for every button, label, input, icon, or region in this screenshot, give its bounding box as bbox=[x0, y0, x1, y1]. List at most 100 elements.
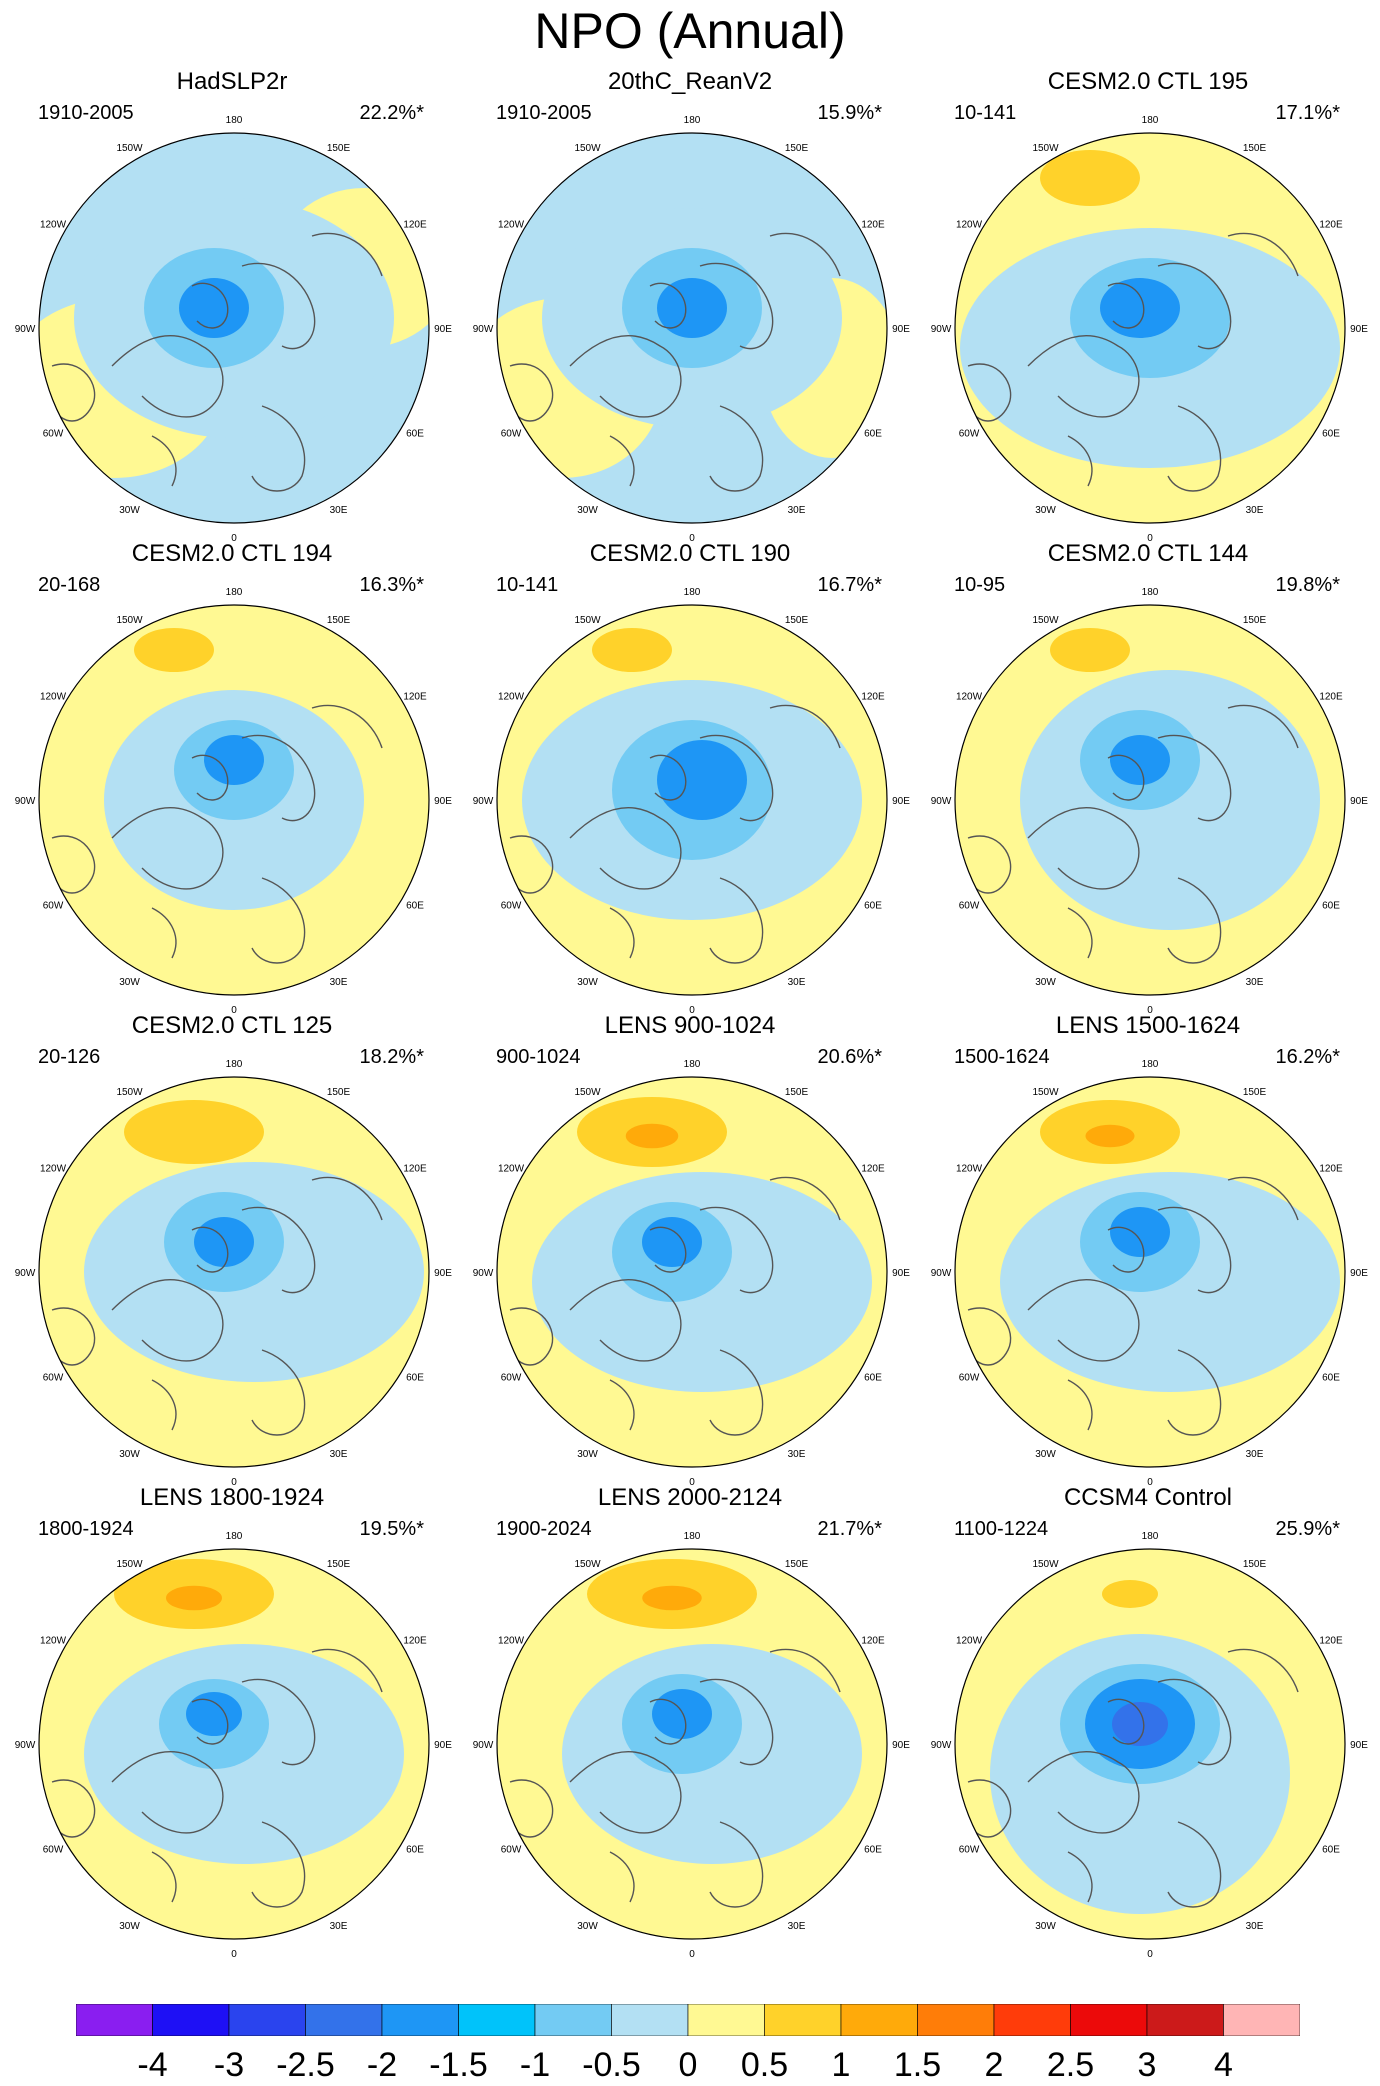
longitude-label: 150E bbox=[785, 143, 809, 154]
negative-anomaly-contour bbox=[1112, 1702, 1168, 1746]
coastline bbox=[191, 1226, 229, 1273]
colorbar-swatch bbox=[840, 2004, 918, 2036]
polar-map: 180 150E 120E 90E 60E 30E 0 30W 60W 90W 120W 150W bbox=[473, 115, 911, 544]
longitude-label: 120W bbox=[956, 220, 983, 231]
panel-period: 20-126 bbox=[38, 1046, 101, 1068]
colorbar-swatch bbox=[381, 2004, 459, 2036]
longitude-label: 90E bbox=[892, 324, 910, 335]
coastline bbox=[1157, 1206, 1232, 1294]
coastline bbox=[649, 1226, 687, 1273]
coastline bbox=[509, 835, 554, 894]
coastline bbox=[649, 282, 687, 329]
north-pacific-high-core bbox=[1085, 1124, 1135, 1148]
longitude-label: 0 bbox=[689, 1949, 695, 1960]
coastline bbox=[241, 262, 316, 350]
longitude-label: 30W bbox=[1035, 1449, 1056, 1460]
longitude-label: 30W bbox=[577, 1449, 598, 1460]
longitude-label: 180 bbox=[684, 1059, 701, 1070]
coastline bbox=[311, 704, 383, 749]
longitude-label: 30E bbox=[1246, 977, 1264, 988]
coastline bbox=[111, 334, 224, 418]
coastline bbox=[311, 232, 383, 277]
colorbar-tick-label: -4 bbox=[137, 2046, 168, 2084]
longitude-label: 120E bbox=[403, 1636, 427, 1647]
coastline bbox=[569, 1278, 682, 1362]
coastline bbox=[1067, 1379, 1093, 1431]
panel-variance-percent: 21.7%* bbox=[817, 1518, 883, 1540]
longitude-label: 150E bbox=[327, 1087, 351, 1098]
longitude-label: 120W bbox=[40, 1164, 67, 1175]
map-panel: LENS 2000-2124 1900-2024 21.7%* 180 150E 120E… bbox=[470, 1484, 911, 1984]
longitude-label: 0 bbox=[1147, 1477, 1153, 1488]
colorbar-tick-label: 4 bbox=[1214, 2046, 1233, 2084]
coastline bbox=[709, 877, 764, 964]
longitude-label: 120E bbox=[403, 1164, 427, 1175]
panel-period: 1910-2005 bbox=[496, 102, 592, 124]
longitude-label: 150W bbox=[116, 143, 143, 154]
longitude-label: 150E bbox=[327, 1559, 351, 1570]
coastline bbox=[967, 835, 1012, 894]
negative-anomaly-contour bbox=[204, 735, 264, 785]
coastline bbox=[51, 1307, 96, 1366]
coastline bbox=[569, 806, 682, 890]
longitude-label: 90E bbox=[892, 1268, 910, 1279]
longitude-label: 120W bbox=[40, 692, 67, 703]
panel-period: 1800-1924 bbox=[38, 1518, 134, 1540]
longitude-label: 180 bbox=[226, 1059, 243, 1070]
coastline bbox=[609, 907, 635, 959]
colorbar-tick-label: -2 bbox=[366, 2046, 398, 2084]
coastline bbox=[1167, 1821, 1222, 1908]
panel-period: 20-168 bbox=[38, 574, 101, 596]
coastline bbox=[609, 1851, 635, 1903]
colorbar-tick-label: 2.5 bbox=[1046, 2046, 1095, 2084]
map-border bbox=[954, 132, 1346, 524]
map-border bbox=[38, 132, 430, 524]
coastline bbox=[509, 363, 554, 422]
colorbar-swatch bbox=[228, 2004, 306, 2036]
longitude-label: 30E bbox=[1246, 505, 1264, 516]
longitude-label: 120E bbox=[1319, 692, 1343, 703]
colorbar-tick-label: -1 bbox=[519, 2046, 551, 2084]
longitude-label: 90W bbox=[473, 324, 494, 335]
coastline bbox=[1107, 1698, 1145, 1745]
colorbar-swatch bbox=[534, 2004, 612, 2036]
longitude-label: 60E bbox=[1322, 1373, 1340, 1384]
longitude-label: 90W bbox=[15, 1268, 36, 1279]
north-pacific-high-contour bbox=[1050, 628, 1130, 672]
colorbar-swatch bbox=[76, 2004, 153, 2036]
coastline bbox=[241, 734, 316, 822]
longitude-label: 120E bbox=[861, 1636, 885, 1647]
coastline bbox=[1027, 1750, 1140, 1834]
longitude-label: 60W bbox=[501, 1845, 522, 1856]
coastline bbox=[569, 1750, 682, 1834]
longitude-label: 60W bbox=[501, 901, 522, 912]
colorbar-tick-label: 0 bbox=[678, 2046, 698, 2084]
coastline bbox=[769, 1648, 841, 1693]
panel-period: 1910-2005 bbox=[38, 102, 134, 124]
longitude-label: 150E bbox=[327, 615, 351, 626]
map-panel: LENS 900-1024 900-1024 20.6%* 180 150E 120E 90… bbox=[470, 1012, 911, 1512]
coastline bbox=[1167, 877, 1222, 964]
longitude-label: 0 bbox=[231, 533, 237, 544]
longitude-label: 90E bbox=[892, 1740, 910, 1751]
longitude-label: 180 bbox=[1142, 115, 1159, 126]
panel-variance-percent: 16.2%* bbox=[1275, 1046, 1341, 1068]
coastline bbox=[1107, 282, 1145, 329]
map-border bbox=[496, 132, 888, 524]
longitude-label: 30W bbox=[577, 1921, 598, 1932]
polar-map: 180 150E 120E 90E 60E 30E 0 30W 60W 90W 120W 150W bbox=[15, 115, 453, 544]
longitude-label: 150W bbox=[1032, 143, 1059, 154]
panel-title: HadSLP2r bbox=[176, 68, 288, 95]
coastline bbox=[1027, 334, 1140, 418]
colorbar-swatch bbox=[611, 2004, 689, 2036]
map-panel: CESM2.0 CTL 195 10-141 17.1%* 180 150E 120E 90… bbox=[928, 68, 1369, 568]
panel-title: CESM2.0 CTL 144 bbox=[1047, 540, 1249, 567]
longitude-label: 150E bbox=[785, 1559, 809, 1570]
colorbar-swatch bbox=[305, 2004, 383, 2036]
coastline bbox=[699, 1678, 774, 1766]
map-border bbox=[38, 1548, 430, 1940]
longitude-label: 90W bbox=[15, 324, 36, 335]
colorbar-tick-label: -0.5 bbox=[582, 2046, 641, 2084]
coastline bbox=[1227, 232, 1299, 277]
panel-period: 1100-1224 bbox=[954, 1518, 1049, 1540]
